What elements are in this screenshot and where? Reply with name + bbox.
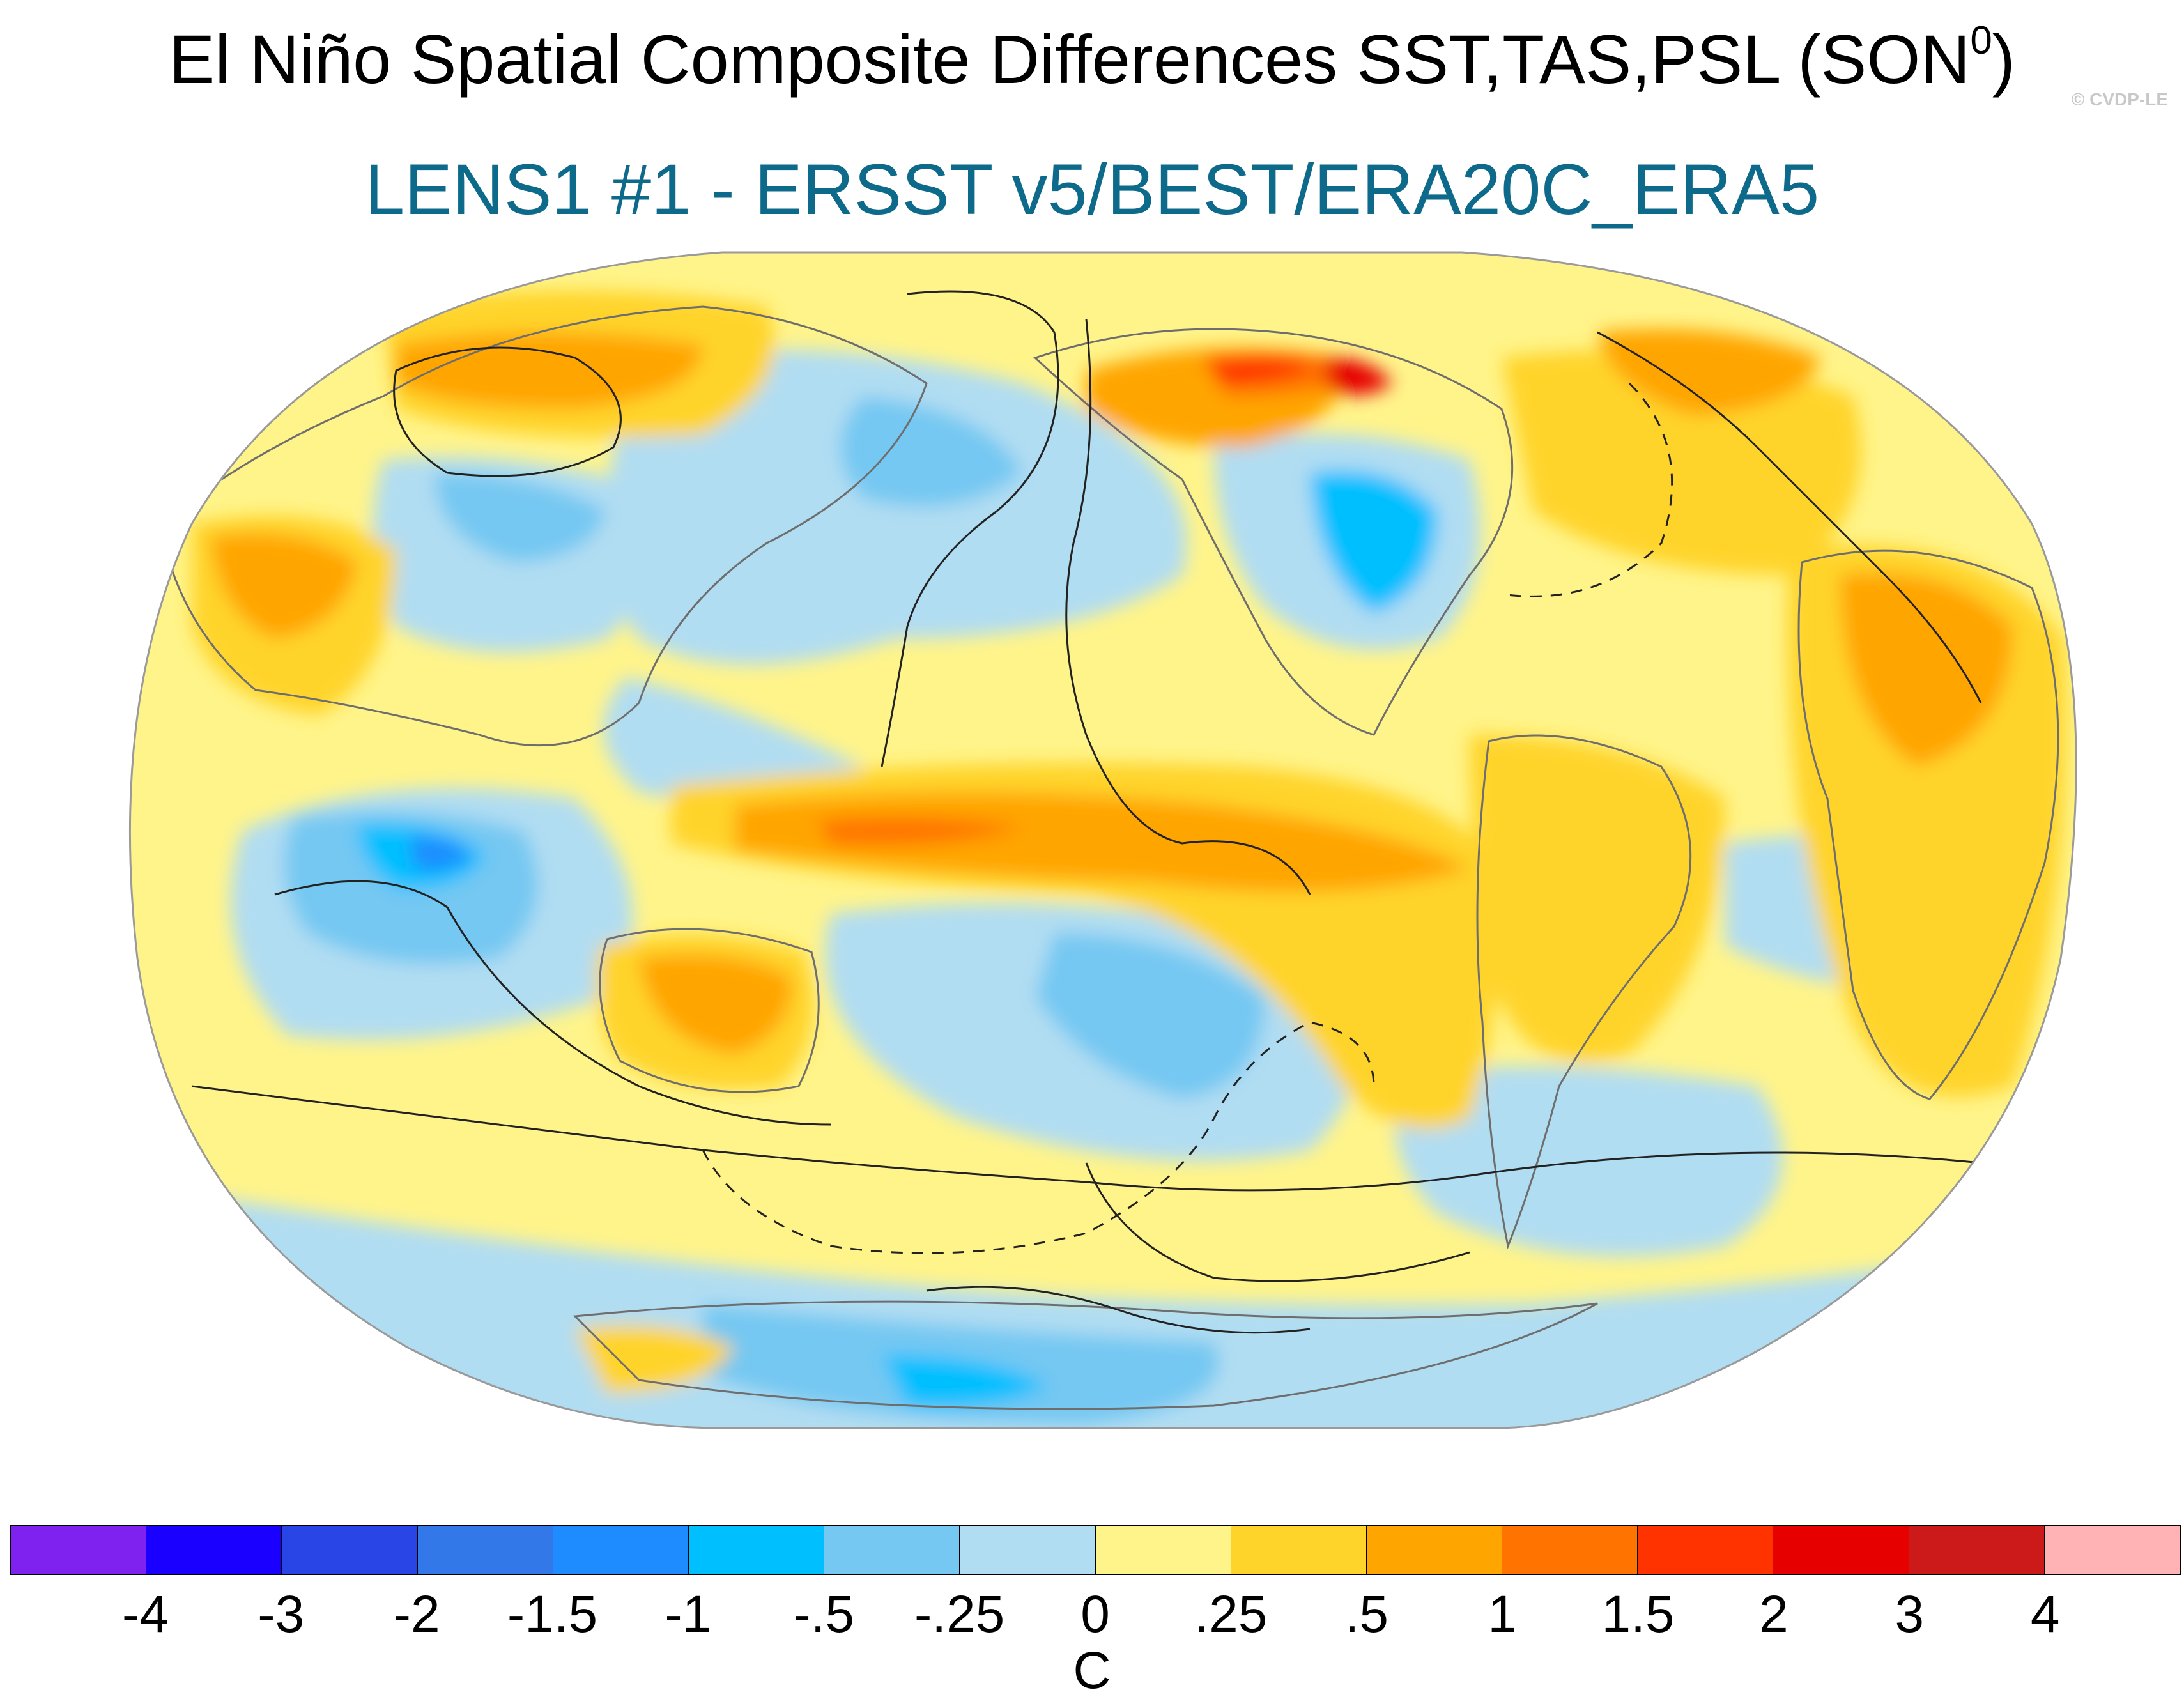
colorbar-swatch-7 <box>960 1526 1096 1574</box>
figure-title-close: ) <box>1992 20 2015 98</box>
anomaly-region-great-lakes <box>1310 470 1438 613</box>
anomaly-region-australia-warm <box>639 955 792 1054</box>
colorbar-tick-label: .5 <box>1344 1585 1388 1643</box>
anomaly-region-south-pacific-blue <box>1035 933 1265 1099</box>
colorbar-swatch-10 <box>1366 1526 1503 1574</box>
colorbar-swatch-8 <box>1095 1526 1231 1574</box>
colorbar-tick-label: -.25 <box>914 1585 1005 1643</box>
colorbar-tick-labels: -4 -3 -2 -1.5 -1 -.5 -.25 0 .25 .5 1 1.5 2 3 4 <box>0 1585 2184 1648</box>
figure-title-text: El Niño Spatial Composite Differences SS… <box>169 20 1971 98</box>
colorbar-swatch-12 <box>1638 1526 1774 1574</box>
anomaly-region-siberia-warm <box>396 332 703 409</box>
colorbar-swatch-14 <box>1909 1526 2045 1574</box>
colorbar-tick-label: -1.5 <box>507 1585 598 1643</box>
anomaly-region-nino-peak <box>818 817 1022 845</box>
colorbar-tick-label: -2 <box>393 1585 440 1643</box>
colorbar-swatch-13 <box>1773 1526 1909 1574</box>
anomaly-region-arctic-hot <box>1208 357 1316 383</box>
credit-label: © CVDP-LE <box>2071 89 2168 109</box>
colorbar-tick-label: -.5 <box>793 1585 855 1643</box>
coastline-asia <box>158 305 928 747</box>
pressure-contour-south-indian <box>274 880 831 1126</box>
anomaly-region-north-pacific <box>607 349 1187 665</box>
pressure-contour-dashed-atlantic <box>1501 382 1673 597</box>
coastline-south-america <box>1476 734 1692 1250</box>
coastline-africa <box>1797 549 2059 1100</box>
map-field <box>130 252 2077 1428</box>
colorbar-swatch-9 <box>1231 1526 1367 1574</box>
pressure-contours-negative <box>702 382 1673 1254</box>
colorbar <box>10 1525 2181 1575</box>
figure-title-superscript: 0 <box>1970 19 1992 63</box>
colorbar-swatch-3 <box>417 1526 553 1574</box>
pressure-contour-antarctic <box>926 1286 1311 1334</box>
anomaly-region-siberia-blue <box>434 473 607 562</box>
anomaly-region-greenland-warm <box>1597 329 1821 415</box>
colorbar-swatch-1 <box>146 1526 282 1574</box>
coastline-australia <box>599 928 820 1093</box>
colorbar-tick-label: .25 <box>1194 1585 1268 1643</box>
colorbar-swatch-6 <box>824 1526 960 1574</box>
anomaly-region-south-america <box>1470 735 1725 1063</box>
colorbar-tick-label: 3 <box>1895 1585 1925 1643</box>
pressure-contour-asia <box>393 346 622 477</box>
figure-title: El Niño Spatial Composite Differences SS… <box>0 19 2184 98</box>
coastline-antarctica <box>573 1300 1598 1410</box>
anomaly-region-indian-core <box>409 836 473 871</box>
colorbar-tick-label: -3 <box>258 1585 305 1643</box>
anomaly-region-north-atlantic <box>1502 350 1861 575</box>
colorbar-tick-label: -4 <box>121 1585 169 1643</box>
coastlines <box>158 305 2059 1410</box>
anomaly-region-west-pacific <box>603 677 863 801</box>
colorbar-swatch-15 <box>2044 1526 2180 1574</box>
coastline-north-america <box>1033 328 1514 736</box>
colorbar-swatch-5 <box>688 1526 825 1574</box>
globe-outline <box>128 251 2077 1429</box>
colorbar-swatch-2 <box>282 1526 418 1574</box>
anomaly-region-africa-warm <box>1840 573 2013 767</box>
colorbar-units: C <box>1073 1641 1111 1700</box>
colorbar-tick-label: -1 <box>665 1585 712 1643</box>
pressure-contour-central-pacific <box>1065 319 1311 895</box>
pressure-contour-atlantic <box>1597 331 1982 703</box>
anomaly-region-antarctic-orange <box>575 1325 735 1393</box>
colorbar-swatch-11 <box>1502 1526 1638 1574</box>
pressure-contour-southern-ocean <box>191 1085 1981 1192</box>
pressure-contour-north-pacific <box>881 290 1059 767</box>
figure-subtitle: LENS1 #1 - ERSST v5/BEST/ERA20C_ERA5 <box>364 150 1820 229</box>
colorbar-swatch-0 <box>11 1526 147 1574</box>
colorbar-tick-label: 4 <box>2030 1585 2060 1643</box>
pressure-contours <box>191 290 1982 1334</box>
colorbar-swatch-4 <box>553 1526 689 1574</box>
anomaly-region-arctic-hottest <box>1323 357 1393 395</box>
colorbar-tick-label: 0 <box>1080 1585 1110 1643</box>
anomaly-region-north-pacific-blue <box>840 396 1022 507</box>
colorbar-tick-label: 1.5 <box>1601 1585 1675 1643</box>
colorbar-tick-label: 1 <box>1488 1585 1517 1643</box>
anomaly-region-nino-core <box>735 792 1470 892</box>
colorbar-tick-label: 2 <box>1759 1585 1788 1643</box>
anomaly-region-west-asia-warm <box>211 534 358 639</box>
anomaly-region-antarctic-deep <box>882 1355 1048 1407</box>
